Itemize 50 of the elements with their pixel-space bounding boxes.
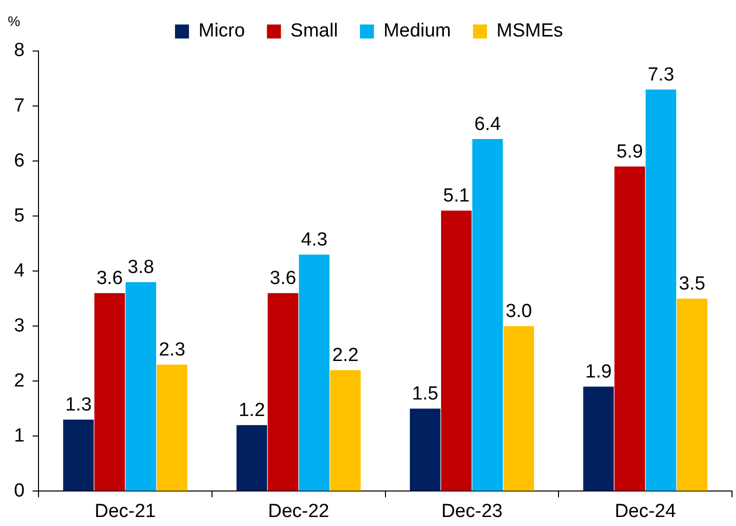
y-tick-label: 4 [14, 260, 25, 282]
legend-label: Micro [198, 20, 245, 42]
bar [156, 364, 188, 491]
bar [126, 282, 156, 491]
y-tick-label: 7 [14, 95, 25, 116]
bar [614, 166, 646, 491]
bar [503, 326, 534, 491]
bar [330, 370, 361, 491]
x-tick-label: Dec-21 [94, 500, 156, 522]
legend-label: Small [290, 20, 338, 42]
data-label: 1.2 [238, 400, 266, 421]
y-tick-label: 3 [14, 315, 25, 336]
bar [94, 293, 125, 491]
y-axis-title: % [8, 12, 20, 29]
x-tick-label: Dec-24 [614, 500, 676, 522]
data-label: 2.3 [158, 339, 186, 360]
bar [410, 408, 440, 491]
bar [676, 298, 708, 491]
bar [63, 420, 94, 491]
data-label: 1.3 [65, 394, 92, 416]
data-label: 3.0 [506, 300, 532, 322]
bar [646, 90, 676, 491]
y-tick-label: 0 [14, 480, 25, 502]
data-label: 3.8 [128, 256, 154, 278]
data-label: 1.5 [412, 383, 438, 404]
bar [583, 386, 614, 491]
y-tick-label: 8 [14, 40, 25, 62]
data-label: 1.9 [585, 361, 612, 382]
data-label: 5.9 [616, 141, 643, 162]
data-label: 7.3 [648, 64, 674, 86]
data-label: 3.6 [270, 268, 296, 289]
bar [268, 293, 298, 491]
bar [236, 425, 268, 491]
y-tick-label: 6 [14, 150, 25, 172]
data-label: 5.1 [443, 185, 470, 206]
data-label: 3.5 [678, 273, 706, 294]
bar [441, 210, 472, 491]
data-label: 6.4 [474, 114, 502, 135]
legend-label: Medium [383, 20, 452, 42]
x-tick-label: Dec-22 [268, 500, 330, 522]
x-tick-label: Dec-23 [441, 500, 503, 522]
data-label: 3.6 [96, 268, 123, 289]
y-tick-label: 2 [14, 370, 25, 392]
data-label: 4.3 [300, 229, 328, 250]
data-label: 2.2 [332, 344, 359, 366]
y-tick-label: 5 [14, 205, 25, 226]
legend-label: MSMEs [496, 20, 564, 42]
bar [298, 254, 330, 491]
y-tick-label: 1 [14, 425, 25, 446]
bar [472, 139, 503, 491]
